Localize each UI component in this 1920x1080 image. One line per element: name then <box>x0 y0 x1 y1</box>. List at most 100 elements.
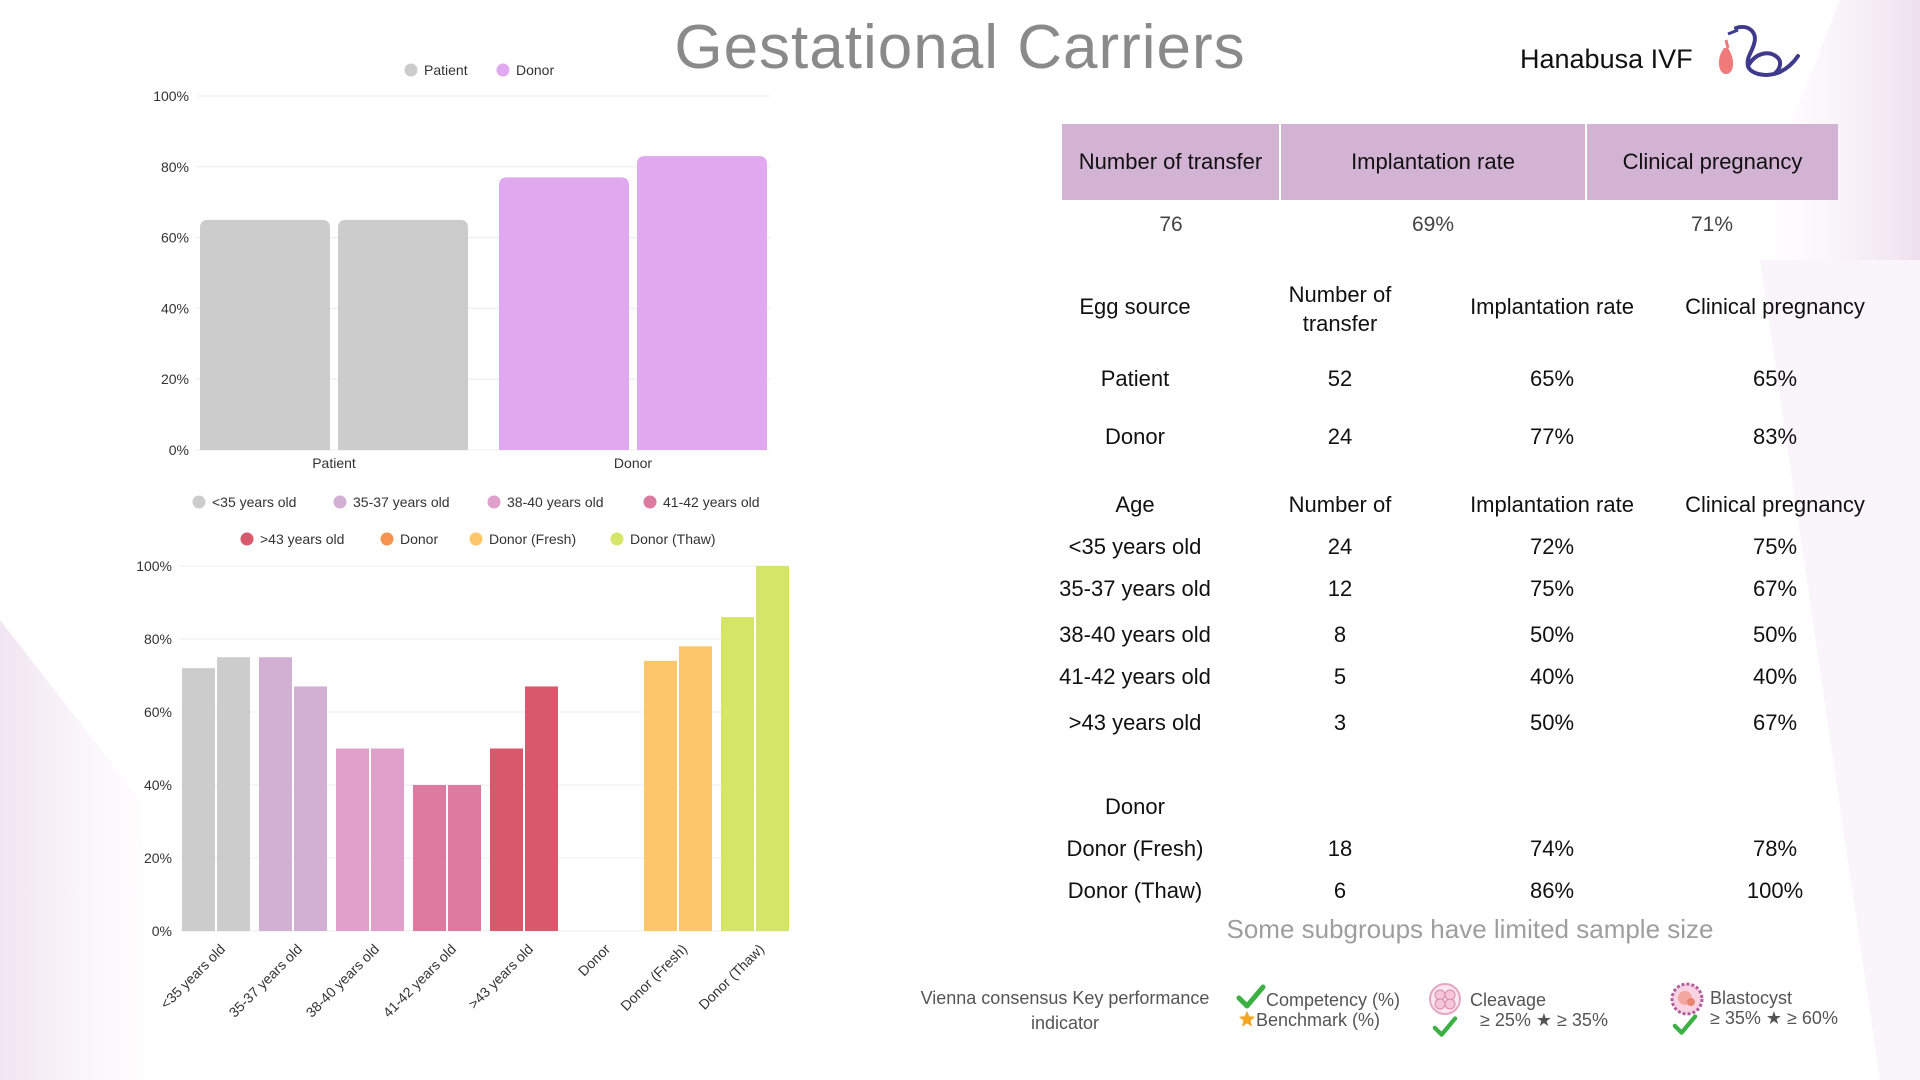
kpi-competency: Competency (%) <box>1266 990 1401 1010</box>
age-row-pregnancy: 75% <box>1752 534 1798 559</box>
age-row-label: >43 years old <box>1068 710 1202 735</box>
age-row-transfer: 12 <box>1327 576 1353 601</box>
egg-row-donor-label: Donor <box>1105 424 1165 449</box>
page-title: Gestational Carriers <box>674 13 1246 82</box>
check-icon <box>1672 1014 1698 1035</box>
summary-header-transfer: Number of transfer <box>1062 124 1281 200</box>
legend-label: Donor (Thaw) <box>630 531 716 547</box>
bar <box>679 646 712 931</box>
y-tick-label: 80% <box>161 159 189 175</box>
legend-marker <box>487 495 501 509</box>
legend-label: Patient <box>424 62 468 78</box>
legend-marker <box>643 495 657 509</box>
age-row-label: 38-40 years old <box>1059 622 1211 647</box>
x-category-label: Donor (Fresh) <box>617 941 690 1014</box>
x-category-label: 38-40 years old <box>303 941 383 1021</box>
bar <box>338 219 468 450</box>
x-category-label: Donor <box>575 941 614 980</box>
age-row-implantation: 50% <box>1529 710 1575 735</box>
kpi-benchmark: Benchmark (%) <box>1256 1010 1381 1030</box>
x-category-label: >43 years old <box>465 941 536 1012</box>
legend-marker <box>496 63 510 77</box>
age-row-pregnancy: 67% <box>1752 710 1798 735</box>
age-header-pregnancy: Clinical pregnancy <box>1685 492 1865 517</box>
chart-age-groups: 0%20%40%60%80%100%<35 years old 35-37 yea… <box>136 494 789 1021</box>
egg-row-patient-transfer: 52 <box>1327 366 1353 391</box>
bar <box>371 748 404 931</box>
y-tick-label: 20% <box>144 850 172 866</box>
egg-header-transfer: Number of transfer <box>1288 282 1392 336</box>
age-row-implantation: 72% <box>1529 534 1575 559</box>
kpi-cleavage: Cleavage <box>1470 990 1547 1010</box>
bar <box>644 660 677 931</box>
legend-marker <box>610 532 624 546</box>
bar <box>294 686 327 931</box>
legend-marker <box>469 532 483 546</box>
check-icon <box>1236 984 1266 1009</box>
donor-row-transfer: 6 <box>1333 878 1347 903</box>
x-category-label: 41-42 years old <box>380 941 460 1021</box>
x-category-label: <35 years old <box>157 941 228 1012</box>
legend-label: 35-37 years old <box>353 494 450 510</box>
donor-row-transfer: 18 <box>1327 836 1353 861</box>
bar <box>182 668 215 931</box>
x-category-label: Donor (Thaw) <box>695 941 767 1013</box>
bar <box>336 748 369 931</box>
legend-label: >43 years old <box>260 531 344 547</box>
bar <box>259 657 292 931</box>
bar <box>413 785 446 931</box>
bar <box>200 219 330 450</box>
egg-row-patient-label: Patient <box>1100 366 1170 391</box>
y-tick-label: 80% <box>144 631 172 647</box>
age-row-transfer: 3 <box>1333 710 1347 735</box>
bar <box>499 177 629 451</box>
age-row-implantation: 75% <box>1529 576 1575 601</box>
donor-row-implantation: 74% <box>1529 836 1575 861</box>
donor-row-label: Donor (Thaw) <box>1067 878 1203 903</box>
age-header-implantation: Implantation rate <box>1470 492 1634 517</box>
age-row-pregnancy: 67% <box>1752 576 1798 601</box>
legend-label: 41-42 years old <box>663 494 760 510</box>
egg-row-donor-pregnancy: 83% <box>1752 424 1798 449</box>
summary-value-pregnancy: 71% <box>1690 213 1734 236</box>
age-row-transfer: 8 <box>1333 622 1347 647</box>
age-row-transfer: 24 <box>1327 534 1353 559</box>
summary-value-implantation: 69% <box>1411 213 1455 236</box>
y-tick-label: 0% <box>152 923 172 939</box>
age-row-label: 41-42 years old <box>1059 664 1211 689</box>
legend-label: Donor <box>400 531 438 547</box>
y-tick-label: 20% <box>161 371 189 387</box>
y-tick-label: 60% <box>144 704 172 720</box>
brand-name: Hanabusa IVF <box>1520 44 1693 74</box>
bar <box>637 156 767 450</box>
x-category-label: Donor <box>614 455 652 471</box>
legend-label: Donor (Fresh) <box>489 531 576 547</box>
donor-row-implantation: 86% <box>1529 878 1575 903</box>
y-tick-label: 40% <box>144 777 172 793</box>
age-row-transfer: 5 <box>1333 664 1347 689</box>
stork-logo-icon <box>1718 25 1800 77</box>
y-tick-label: 100% <box>153 88 189 104</box>
summary-header-implantation: Implantation rate <box>1280 124 1587 200</box>
legend-label: Donor <box>516 62 554 78</box>
legend-marker <box>333 495 347 509</box>
egg-row-donor-implantation: 77% <box>1529 424 1575 449</box>
check-icon <box>1432 1016 1458 1037</box>
donor-row-pregnancy: 78% <box>1752 836 1798 861</box>
blastocyst-icon <box>1670 982 1704 1016</box>
bar <box>756 566 789 931</box>
kpi-blastocyst: Blastocyst <box>1710 988 1793 1008</box>
legend-marker <box>404 63 418 77</box>
donor-header: Donor <box>1105 794 1165 819</box>
bar <box>721 617 754 931</box>
y-tick-label: 40% <box>161 300 189 316</box>
bar <box>217 657 250 931</box>
cleavage-embryo-icon <box>1429 983 1461 1015</box>
egg-row-patient-implantation: 65% <box>1529 366 1575 391</box>
age-row-implantation: 50% <box>1529 622 1575 647</box>
y-tick-label: 100% <box>136 558 172 574</box>
bar <box>448 785 481 931</box>
donor-row-pregnancy: 100% <box>1746 878 1804 903</box>
x-category-label: 35-37 years old <box>226 941 306 1021</box>
bar <box>490 748 523 931</box>
